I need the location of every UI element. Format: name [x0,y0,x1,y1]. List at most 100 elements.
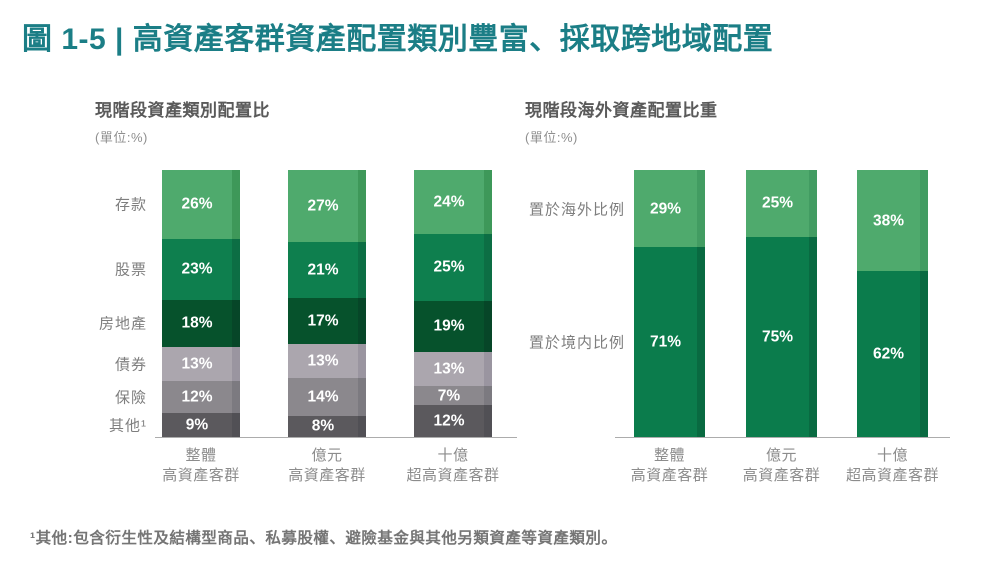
bar-value-label: 17% [307,312,339,330]
bar-segment: 9% [162,413,240,437]
bar-segment: 26% [162,170,240,239]
category-label: 億元 高資產客群 [288,447,366,485]
overseas-allocation-chart: 現階段海外資產配置比重 (單位:%) 29% 71% 整體 高資產客群 25% 75% 億… [525,96,995,536]
asset-class-allocation-chart: 現階段資產類別配置比 (單位:%) 26% 23% 18% 13% 12% 9% 整體 高資… [95,96,535,536]
bar-segment: 17% [288,298,366,344]
bar-segment-side-shade [232,238,240,300]
bar-segment-side-shade [484,170,492,235]
bar-value-label: 8% [311,417,335,435]
bar-value-label: 29% [649,199,682,217]
bar-segment-side-shade [358,415,366,437]
bar-value-label: 23% [181,260,213,278]
bar-segment-side-shade [484,386,492,405]
bar-segment-side-shade [920,170,928,272]
chart-unit-label: (單位:%) [525,130,578,145]
bar-segment-side-shade [232,299,240,348]
x-axis-line [155,437,517,438]
bar-segment: 18% [162,299,240,348]
stacked-bar-2: 27% 21% 17% 13% 14% 8% [288,170,366,437]
category-label: 十億 超高資產客群 [845,447,939,485]
bar-segment: 24% [414,170,492,235]
bar-segment: 23% [162,238,240,300]
bar-segment: 62% [857,271,928,437]
bar-value-label: 13% [433,360,465,378]
bar-value-label: 14% [307,388,339,406]
bar-value-label: 62% [872,345,905,363]
bar-segment: 19% [414,300,492,352]
bar-segment-side-shade [232,381,240,414]
bar-segment-side-shade [232,170,240,239]
series-label: 股票 [114,261,147,279]
category-label: 億元 高資產客群 [742,447,821,485]
bar-value-label: 21% [307,261,339,279]
bar-segment: 13% [414,351,492,387]
bar-segment-side-shade [809,170,817,237]
bar-segment-side-shade [232,347,240,382]
series-label: 債券 [114,356,147,374]
plot-area: 29% 71% 整體 高資產客群 25% 75% 億元 高資產客群 38% 62% 十億 超高資… [529,170,950,484]
bar-segment-side-shade [232,413,240,437]
bar-segment: 27% [288,170,366,243]
chart-unit-label: (單位:%) [95,130,148,145]
stacked-bar-1: 26% 23% 18% 13% 12% 9% [162,170,240,437]
category-label: 十億 超高資產客群 [406,447,500,485]
bar-segment: 8% [288,415,366,437]
bar-segment-side-shade [358,170,366,243]
bar-segment-side-shade [697,247,705,437]
footnote: ¹其他:包含衍生性及結構型商品、私募股權、避險基金與其他另類資產等資產類別。 [30,530,618,547]
page-title: 圖 1-5 | 高資產客群資產配置類別豐富、採取跨地域配置 [22,23,774,56]
bar-value-label: 7% [437,386,461,404]
bar-segment: 29% [634,170,705,248]
bar-value-label: 18% [181,314,213,332]
plot-area: 26% 23% 18% 13% 12% 9% 整體 高資產客群 27% 21% 17% 13% 14%… [99,170,517,484]
series-label: 存款 [114,196,147,214]
bar-segment: 7% [414,386,492,405]
bar-segment-side-shade [697,170,705,248]
category-label: 整體 高資產客群 [630,447,709,485]
series-label: 置於境内比例 [528,334,625,352]
bar-segment: 25% [746,170,817,237]
bar-segment-side-shade [920,271,928,437]
bar-segment: 25% [414,234,492,301]
bar-value-label: 38% [872,211,905,229]
series-label: 保險 [114,389,147,407]
bar-segment: 71% [634,247,705,437]
series-label: 房地產 [98,315,147,333]
bar-segment-side-shade [358,242,366,299]
bar-value-label: 12% [181,388,213,406]
bar-value-label: 25% [433,258,465,276]
bar-value-label: 13% [181,355,213,373]
bar-segment-side-shade [484,351,492,387]
bar-value-label: 19% [433,317,465,335]
bar-segment: 38% [857,170,928,272]
bar-segment-side-shade [484,404,492,437]
bar-value-label: 24% [433,193,465,211]
x-axis-line [615,437,950,438]
bar-segment: 12% [162,381,240,414]
bar-segment-side-shade [484,300,492,352]
bar-segment: 75% [746,236,817,437]
bar-segment: 13% [288,343,366,379]
bar-value-label: 71% [649,333,682,351]
category-label: 整體 高資產客群 [162,447,240,485]
bar-segment-side-shade [358,343,366,379]
bar-segment: 14% [288,378,366,416]
bar-value-label: 25% [761,194,794,212]
stacked-bar-3: 24% 25% 19% 13% 7% 12% [414,170,492,437]
bar-segment-side-shade [358,378,366,416]
stacked-bar-1: 29% 71% [634,170,705,437]
chart-title: 現階段資產類別配置比 [95,101,270,120]
bar-segment: 13% [162,347,240,382]
series-label: 置於海外比例 [528,201,625,219]
bar-value-label: 26% [181,195,213,213]
bar-value-label: 13% [307,352,339,370]
bar-value-label: 27% [307,197,339,215]
stacked-bar-3: 38% 62% [857,170,928,437]
bar-value-label: 75% [761,328,794,346]
stacked-bar-2: 25% 75% [746,170,817,437]
bar-segment-side-shade [809,236,817,437]
series-label: 其他¹ [109,417,147,435]
bar-segment-side-shade [358,298,366,344]
bar-segment: 12% [414,404,492,437]
